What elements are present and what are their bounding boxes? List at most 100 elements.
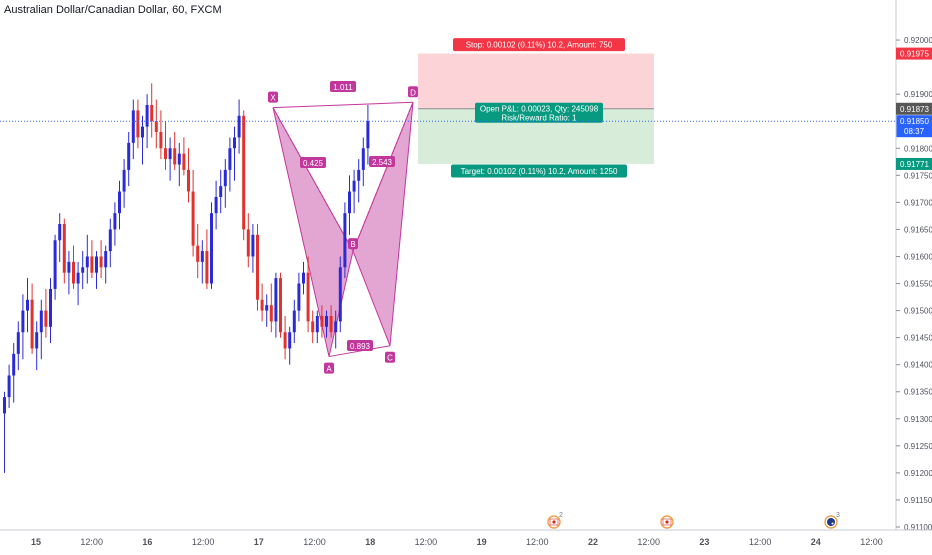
- candle: [177, 142, 181, 187]
- candle-body: [113, 213, 117, 230]
- candle-body: [223, 169, 227, 187]
- price-axis: 0.92000 0.91900 0.91800 0.91750 0.91700 0.916…: [895, 0, 932, 532]
- pnl-label-text: Open P&L: 0.00023, Qty: 245098: [480, 104, 599, 113]
- candle-body: [53, 240, 57, 289]
- candle-body: [108, 229, 112, 252]
- x-tick-label: 12:00: [303, 537, 326, 547]
- candle: [256, 224, 259, 311]
- candle: [334, 310, 338, 349]
- candle: [297, 272, 301, 322]
- candle-body: [99, 256, 103, 268]
- x-tick-label: 12:00: [415, 537, 438, 547]
- pattern-point-label: A: [326, 365, 332, 374]
- pattern-point-d-bg: [408, 86, 418, 98]
- candle: [279, 272, 282, 338]
- chart-title: Australian Dollar/Canadian Dollar, 60, F…: [4, 4, 222, 16]
- candle: [366, 104, 370, 165]
- candle: [99, 240, 103, 279]
- x-tick-label: 12:00: [192, 537, 215, 547]
- candle: [214, 180, 218, 230]
- candle: [306, 256, 310, 333]
- ratio-label: 0.893: [350, 342, 371, 351]
- candle-body: [297, 283, 301, 311]
- candle: [196, 224, 200, 279]
- candle: [219, 169, 223, 214]
- candle-body: [233, 137, 236, 149]
- candle-body: [292, 310, 296, 333]
- candle: [35, 321, 39, 371]
- candle-body: [210, 213, 213, 284]
- candle: [136, 99, 140, 149]
- candle: [274, 272, 278, 338]
- countdown-text: 08:37: [904, 127, 925, 136]
- candle-body: [200, 251, 204, 262]
- y-tick-label: 0.91800: [904, 144, 932, 153]
- candle-body: [237, 115, 241, 138]
- y-tick-label: 0.91350: [904, 388, 932, 397]
- candle: [283, 315, 287, 360]
- candle: [76, 261, 80, 306]
- candle-body: [168, 148, 172, 160]
- y-tick-label: 0.91250: [904, 442, 932, 451]
- flag-star: [831, 522, 834, 525]
- pattern-triangle-bcd[interactable]: [352, 102, 414, 346]
- candle: [150, 83, 154, 138]
- price-badge: [896, 102, 932, 115]
- candle: [7, 364, 11, 408]
- candle-body: [191, 191, 195, 246]
- ratio-label: 2.543: [372, 158, 393, 167]
- candle-body: [159, 132, 163, 149]
- candle-body: [26, 299, 29, 311]
- y-tick-label: 0.91300: [904, 415, 932, 424]
- candle: [343, 202, 347, 279]
- candle-body: [334, 321, 338, 333]
- candle-body: [81, 267, 85, 273]
- y-tick-label: 0.91900: [904, 90, 932, 99]
- candle: [122, 159, 126, 208]
- candle: [72, 245, 75, 289]
- candle: [154, 99, 158, 149]
- canada-event-icon[interactable]: 2: [547, 512, 563, 529]
- candle: [237, 99, 241, 154]
- target-label: Target: 0.00102 (0.11%) 10.2, Amount: 12…: [451, 164, 627, 178]
- pattern-point-label: C: [387, 354, 393, 363]
- candle: [30, 283, 34, 354]
- candle: [292, 299, 296, 344]
- stop-zone[interactable]: [418, 53, 654, 109]
- price-badge: [896, 157, 932, 170]
- candle-body: [288, 332, 292, 349]
- ratio-label-bg: [347, 340, 373, 351]
- candle: [210, 202, 213, 289]
- pattern-point-a-bg: [324, 362, 334, 374]
- australia-event-icon[interactable]: 3: [824, 512, 840, 529]
- candle-body: [219, 186, 223, 197]
- candle-body: [196, 245, 200, 262]
- pattern-point-x-bg: [268, 91, 278, 103]
- pattern-ac-line: [328, 345, 391, 358]
- candle: [223, 159, 227, 208]
- candle-body: [72, 261, 75, 284]
- candle: [159, 110, 163, 160]
- canada-event-icon[interactable]: [660, 515, 674, 529]
- stop-label-bg: [453, 38, 625, 52]
- candle-body: [30, 299, 34, 349]
- candle-body: [256, 234, 259, 300]
- candle: [260, 283, 264, 322]
- price-badge: [896, 47, 932, 60]
- candle-body: [141, 126, 144, 138]
- candle: [348, 175, 351, 235]
- time-axis: 15 12:00 16 12:00 17 12:00 18 12:00 19 12:00 22 12:…: [0, 529, 932, 547]
- candle-body: [3, 397, 6, 414]
- candle: [118, 180, 121, 230]
- candle-body: [269, 305, 273, 322]
- candle: [265, 294, 269, 327]
- candle: [131, 99, 135, 160]
- target-label-text: Target: 0.00102 (0.11%) 10.2, Amount: 12…: [461, 167, 618, 176]
- y-tick-label: 0.91150: [904, 496, 932, 505]
- candle: [187, 148, 190, 203]
- candle-body: [274, 278, 278, 322]
- y-tick-label: 0.91450: [904, 334, 932, 343]
- price-badge-text: 0.91873: [900, 105, 929, 114]
